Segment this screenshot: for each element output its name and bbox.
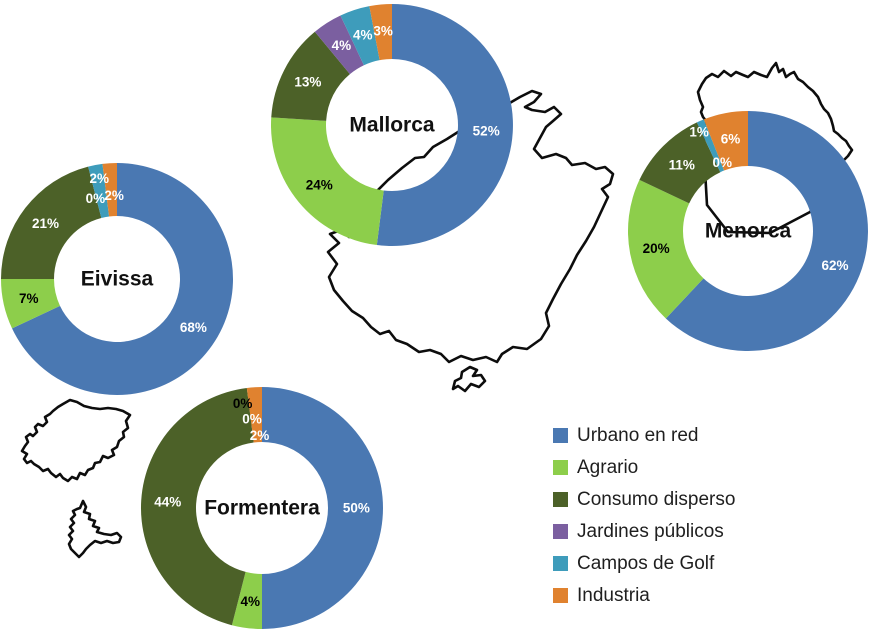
legend-label: Jardines públicos (577, 521, 724, 542)
legend-item-industria: Industria (553, 584, 735, 607)
pct-label-urbano-en-red: 50% (343, 501, 370, 516)
legend-swatch (553, 492, 568, 507)
slice-agrario (1, 279, 60, 329)
legend-swatch (553, 556, 568, 571)
pct-label-agrario: 4% (240, 594, 260, 609)
pct-label-consumo-disperso: 44% (154, 495, 181, 510)
slice-agrario (627, 179, 704, 319)
mallorca-coastline (326, 89, 615, 364)
slice-consumo-disperso (639, 122, 721, 204)
slice-agrario (231, 571, 262, 629)
pct-label-jardines-p-blicos: 0% (233, 396, 253, 411)
legend-swatch (553, 588, 568, 603)
legend-label: Industria (577, 585, 650, 606)
island-name: Mallorca (349, 114, 435, 137)
pct-label-jardines-p-blicos: 0% (86, 191, 106, 206)
pct-label-campos-de-golf: 4% (353, 28, 373, 43)
donut-formentera: 50%4%44%0%0%2%Formentera (140, 387, 383, 629)
slice-campos-de-golf (696, 119, 725, 173)
legend-swatch (553, 428, 568, 443)
slice-industria (246, 387, 262, 443)
pct-label-agrario: 7% (19, 291, 39, 306)
donut-mallorca: 52%24%13%4%4% 3%Mallorca (271, 3, 513, 246)
island-name: Menorca (705, 220, 792, 243)
legend-item-urbano-en-red: Urbano en red (553, 424, 735, 447)
pct-label-jardines-p-blicos: 0% (712, 155, 732, 170)
legend-label: Consumo disperso (577, 489, 736, 510)
pct-label-consumo-disperso: 21% (32, 216, 59, 231)
slice-campos-de-golf (88, 163, 110, 218)
slice-industria (703, 111, 748, 171)
slice-urbano-en-red (376, 4, 513, 246)
pct-label-urbano-en-red: 68% (180, 320, 207, 335)
eivissa-coastline (20, 398, 132, 483)
pct-label-agrario: 20% (643, 241, 670, 256)
slice-consumo-disperso (0, 166, 102, 279)
pct-label-industria: 6% (721, 132, 741, 147)
legend-item-consumo-disperso: Consumo disperso (553, 488, 735, 511)
pct-label-consumo-disperso: 11% (669, 157, 695, 172)
pct-label-urbano-en-red: 62% (821, 258, 848, 273)
slice-urbano-en-red (665, 111, 868, 352)
slice-jardines-p-blicos (314, 15, 364, 75)
slice-consumo-disperso (140, 387, 254, 626)
legend-label: Urbano en red (577, 425, 699, 446)
legend-item-campos-de-golf: Campos de Golf (553, 552, 735, 575)
donut-eivissa: 68%7%21%0%2%2%Eivissa (0, 162, 234, 395)
island-name: Eivissa (81, 268, 154, 291)
pct-label-agrario: 24% (306, 178, 333, 193)
donut-menorca: 62% 20% 11% 0%1% 6% Menorca (627, 111, 868, 352)
slice-campos-de-golf (340, 6, 380, 66)
pct-label-consumo-disperso: 13% (294, 75, 321, 90)
pct-label-urbano-en-red: 52% (473, 123, 500, 138)
chart-legend: Urbano en red Agrario Consumo disperso Jard… (553, 424, 735, 616)
slice-consumo-disperso (271, 31, 350, 121)
island-name: Formentera (204, 497, 320, 520)
legend-item-agrario: Agrario (553, 456, 735, 479)
legend-item-jardines-p-blicos: Jardines públicos (553, 520, 735, 543)
pct-label-campos-de-golf: 1% (689, 125, 709, 140)
slice-industria (369, 3, 392, 61)
legend-label: Campos de Golf (577, 553, 715, 574)
slice-urbano-en-red (12, 163, 234, 395)
pct-label-industria: 3% (373, 24, 393, 39)
formentera-coastline (67, 499, 123, 559)
pct-label-industria: 2% (104, 188, 124, 203)
slice-industria (102, 162, 117, 217)
legend-swatch (553, 524, 568, 539)
slice-urbano-en-red (262, 387, 383, 629)
pct-label-jardines-p-blicos: 4% (332, 38, 352, 53)
slice-agrario (271, 117, 384, 246)
pct-label-campos-de-golf: 2% (90, 171, 110, 186)
pct-label-industria: 2% (250, 428, 270, 443)
pct-label-campos-de-golf: 0% (242, 412, 262, 427)
cabrera-islet (451, 365, 487, 393)
legend-label: Agrario (577, 457, 639, 478)
legend-swatch (553, 460, 568, 475)
